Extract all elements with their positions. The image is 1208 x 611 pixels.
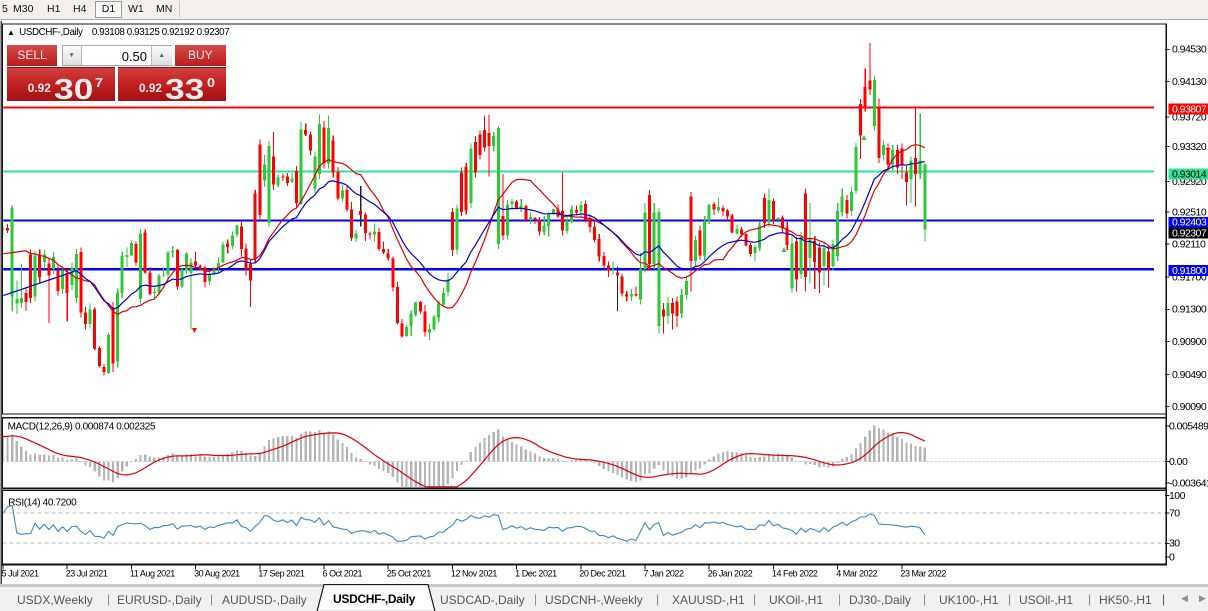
svg-text:25 Oct 2021: 25 Oct 2021 [387, 568, 432, 578]
svg-text:100: 100 [1169, 490, 1186, 502]
svg-text:23 Jul 2021: 23 Jul 2021 [66, 568, 108, 578]
svg-text:0.90900: 0.90900 [1172, 336, 1207, 348]
svg-text:0.91300: 0.91300 [1172, 304, 1207, 316]
svg-text:0.92510: 0.92510 [1172, 206, 1207, 218]
svg-text:70: 70 [1169, 508, 1180, 520]
svg-text:0.93720: 0.93720 [1172, 112, 1207, 124]
svg-text:30: 30 [1169, 538, 1180, 550]
svg-text:12 Nov 2021: 12 Nov 2021 [451, 568, 498, 578]
svg-text:4 Mar 2022: 4 Mar 2022 [836, 568, 877, 578]
svg-text:26 Jan 2022: 26 Jan 2022 [708, 568, 753, 578]
svg-text:0.90090: 0.90090 [1172, 401, 1207, 413]
svg-text:0.92110: 0.92110 [1172, 239, 1206, 251]
svg-text:0.93807: 0.93807 [1172, 103, 1207, 115]
svg-text:20 Dec 2021: 20 Dec 2021 [579, 568, 626, 578]
svg-text:0.93320: 0.93320 [1172, 141, 1207, 153]
svg-text:0.94530: 0.94530 [1172, 44, 1207, 56]
svg-text:23 Mar 2022: 23 Mar 2022 [900, 568, 946, 578]
svg-text:0.92403: 0.92403 [1172, 217, 1207, 229]
svg-text:0.90490: 0.90490 [1172, 369, 1207, 381]
svg-text:0: 0 [1169, 552, 1175, 564]
svg-text:0.005489: 0.005489 [1169, 420, 1208, 432]
svg-text:RSI(14) 40.7200: RSI(14) 40.7200 [8, 497, 77, 508]
svg-text:30 Aug 2021: 30 Aug 2021 [194, 568, 240, 578]
svg-text:0.93014: 0.93014 [1172, 168, 1207, 180]
svg-text:6 Oct 2021: 6 Oct 2021 [323, 568, 363, 578]
svg-text:0.94130: 0.94130 [1172, 76, 1207, 88]
svg-text:11 Aug 2021: 11 Aug 2021 [130, 568, 175, 578]
svg-text:14 Feb 2022: 14 Feb 2022 [772, 568, 818, 578]
svg-text:17 Sep 2021: 17 Sep 2021 [258, 568, 305, 578]
svg-text:7 Jan 2022: 7 Jan 2022 [644, 568, 684, 578]
svg-text:5 Jul 2021: 5 Jul 2021 [2, 568, 39, 578]
svg-text:0.00: 0.00 [1169, 456, 1188, 468]
svg-text:MACD(12,26,9) 0.000874 0.00232: MACD(12,26,9) 0.000874 0.002325 [8, 421, 156, 432]
svg-text:1 Dec 2021: 1 Dec 2021 [515, 568, 557, 578]
svg-text:0.91800: 0.91800 [1172, 265, 1207, 277]
svg-text:0.92307: 0.92307 [1172, 227, 1207, 239]
svg-text:-0.003641: -0.003641 [1169, 478, 1208, 490]
